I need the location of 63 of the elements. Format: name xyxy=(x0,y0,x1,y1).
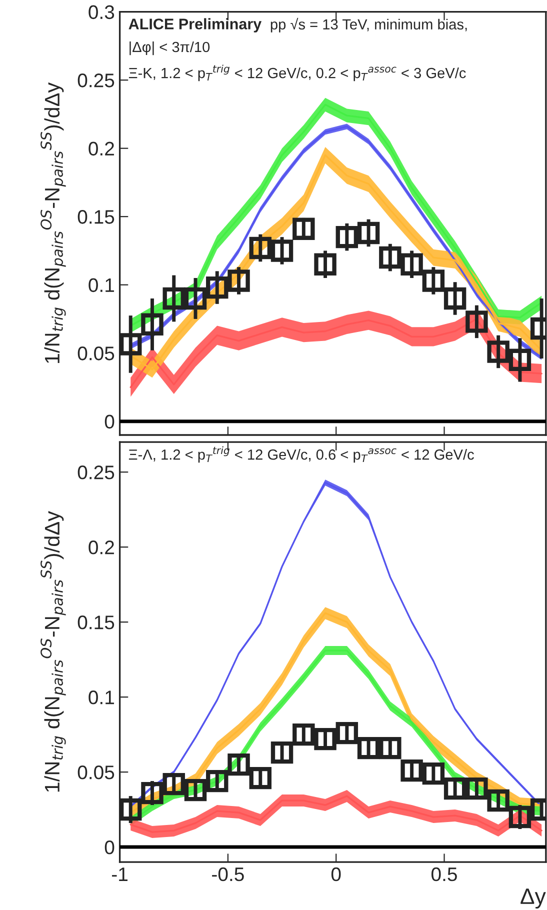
point xyxy=(184,287,207,310)
annotation: Ξ-Λ, 1.2 < p$_{T}$$^{trig}$ < 12 GeV/c, 0.6 < p$_{T}$$^{assoc}$ < 12 GeV/c xyxy=(128,446,474,463)
annotation: Ξ-K, 1.2 < p$_{T}$$^{trig}$ < 12 GeV/c, 0.2 < p$_{T}$$^{assoc}$ < 3 GeV/c xyxy=(128,64,466,82)
annotation: |Δφ| < 3π/10 xyxy=(130,41,210,56)
x-axis-title: Δy xyxy=(520,888,546,909)
point xyxy=(400,759,423,782)
point xyxy=(270,741,294,764)
point xyxy=(314,253,336,276)
x-tick-label: 0.5 xyxy=(431,867,457,882)
point xyxy=(466,777,488,800)
y-tick-label: 0.25 xyxy=(78,74,114,88)
x-tick-label: 0 xyxy=(331,867,341,882)
point xyxy=(162,772,185,796)
point xyxy=(379,736,402,760)
point xyxy=(508,806,532,828)
point xyxy=(336,722,358,744)
x-tick-label: -0.5 xyxy=(212,867,244,882)
point xyxy=(508,348,532,372)
text: 1/N$_{trig}$ d(N$_{pairs}$$^{OS}$-N$_{pairs}$$^{SS}$)/dΔy xyxy=(40,82,66,363)
point xyxy=(422,270,445,292)
point xyxy=(292,723,315,746)
text: 1/N$_{trig}$ d(N$_{pairs}$$^{OS}$-N$_{pairs}$$^{SS}$)/dΔy xyxy=(40,511,66,792)
y-tick-label: 0.25 xyxy=(78,466,114,480)
point xyxy=(487,789,510,812)
point xyxy=(487,340,510,363)
point xyxy=(314,728,336,750)
point xyxy=(206,276,228,299)
point xyxy=(379,246,402,269)
point xyxy=(400,253,423,276)
y-tick-label: 0.3 xyxy=(88,5,114,20)
point xyxy=(444,287,466,310)
annotation: ALICE Preliminary xyxy=(128,18,262,32)
annotation: pp √s = 13 TeV, minimum bias, xyxy=(270,18,467,32)
y-tick-label: 0.2 xyxy=(88,142,114,156)
y-tick-label: 0 xyxy=(104,840,114,854)
point xyxy=(228,753,250,776)
point xyxy=(292,218,315,240)
y-tick-label: 0 xyxy=(104,414,114,429)
x-tick-label: -1 xyxy=(112,868,128,881)
point xyxy=(141,313,164,336)
point xyxy=(120,333,142,356)
point xyxy=(357,222,380,244)
point xyxy=(357,736,380,760)
point xyxy=(466,310,488,333)
y-tick-label: 0.15 xyxy=(78,210,114,224)
point xyxy=(422,762,445,785)
y-tick-label: 0.05 xyxy=(78,766,114,780)
point xyxy=(206,770,228,792)
point xyxy=(184,778,207,802)
y-tick-label: 0.2 xyxy=(88,540,114,554)
point xyxy=(162,287,185,310)
point xyxy=(444,777,466,800)
point xyxy=(270,240,294,262)
y-tick-label: 0.05 xyxy=(78,346,114,360)
point xyxy=(228,270,250,292)
point xyxy=(141,782,164,804)
point xyxy=(336,226,358,248)
point xyxy=(249,236,272,260)
y-tick-label: 0.1 xyxy=(88,690,114,704)
point xyxy=(249,766,272,790)
point xyxy=(120,798,142,821)
y-tick-label: 0.1 xyxy=(88,278,114,292)
y-tick-label: 0.15 xyxy=(78,616,114,630)
